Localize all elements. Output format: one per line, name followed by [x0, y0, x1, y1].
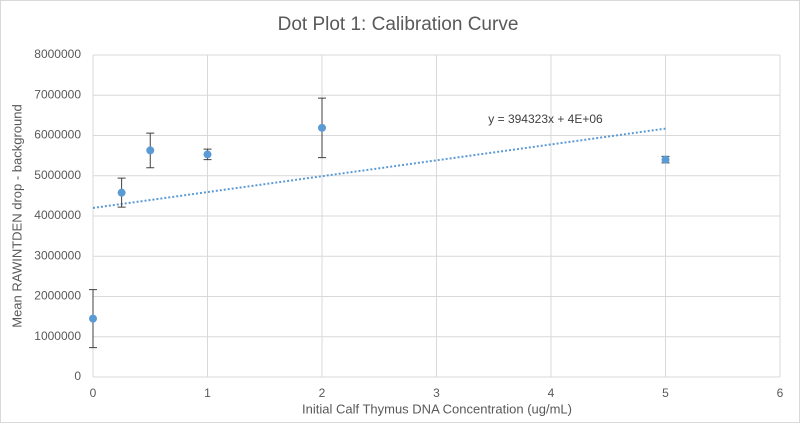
x-tick-label: 1: [204, 386, 211, 400]
y-axis-label: Mean RAWINTDEN drop - background: [9, 104, 24, 328]
trendline: [92, 127, 666, 209]
x-tick-label: 2: [319, 386, 326, 400]
y-tick-label: 4000000: [34, 208, 81, 222]
chart-title: Dot Plot 1: Calibration Curve: [278, 14, 519, 35]
data-point: [203, 150, 212, 159]
x-tick-label: 3: [433, 386, 440, 400]
y-tick-label: 0: [74, 369, 81, 383]
data-point: [89, 314, 97, 323]
data-point: [318, 123, 326, 132]
y-tick-label: 3000000: [34, 248, 81, 262]
x-tick-label: 0: [90, 386, 97, 400]
y-tick-label: 1000000: [34, 329, 81, 343]
y-tick-label: 7000000: [34, 87, 81, 101]
x-tick-label: 4: [548, 386, 555, 400]
y-tick-label: 6000000: [34, 128, 81, 142]
y-tick-label: 2000000: [34, 289, 81, 303]
x-axis-label: Initial Calf Thymus DNA Concentration (u…: [302, 401, 572, 416]
data-point: [117, 188, 126, 197]
y-tick-label: 8000000: [34, 47, 81, 61]
x-tick-label: 5: [662, 386, 669, 400]
data-point: [661, 155, 670, 164]
y-tick-label: 5000000: [34, 168, 81, 182]
trendline-label: y = 394323x + 4E+06: [488, 112, 603, 126]
x-tick-label: 6: [777, 386, 784, 400]
data-point: [146, 146, 155, 155]
